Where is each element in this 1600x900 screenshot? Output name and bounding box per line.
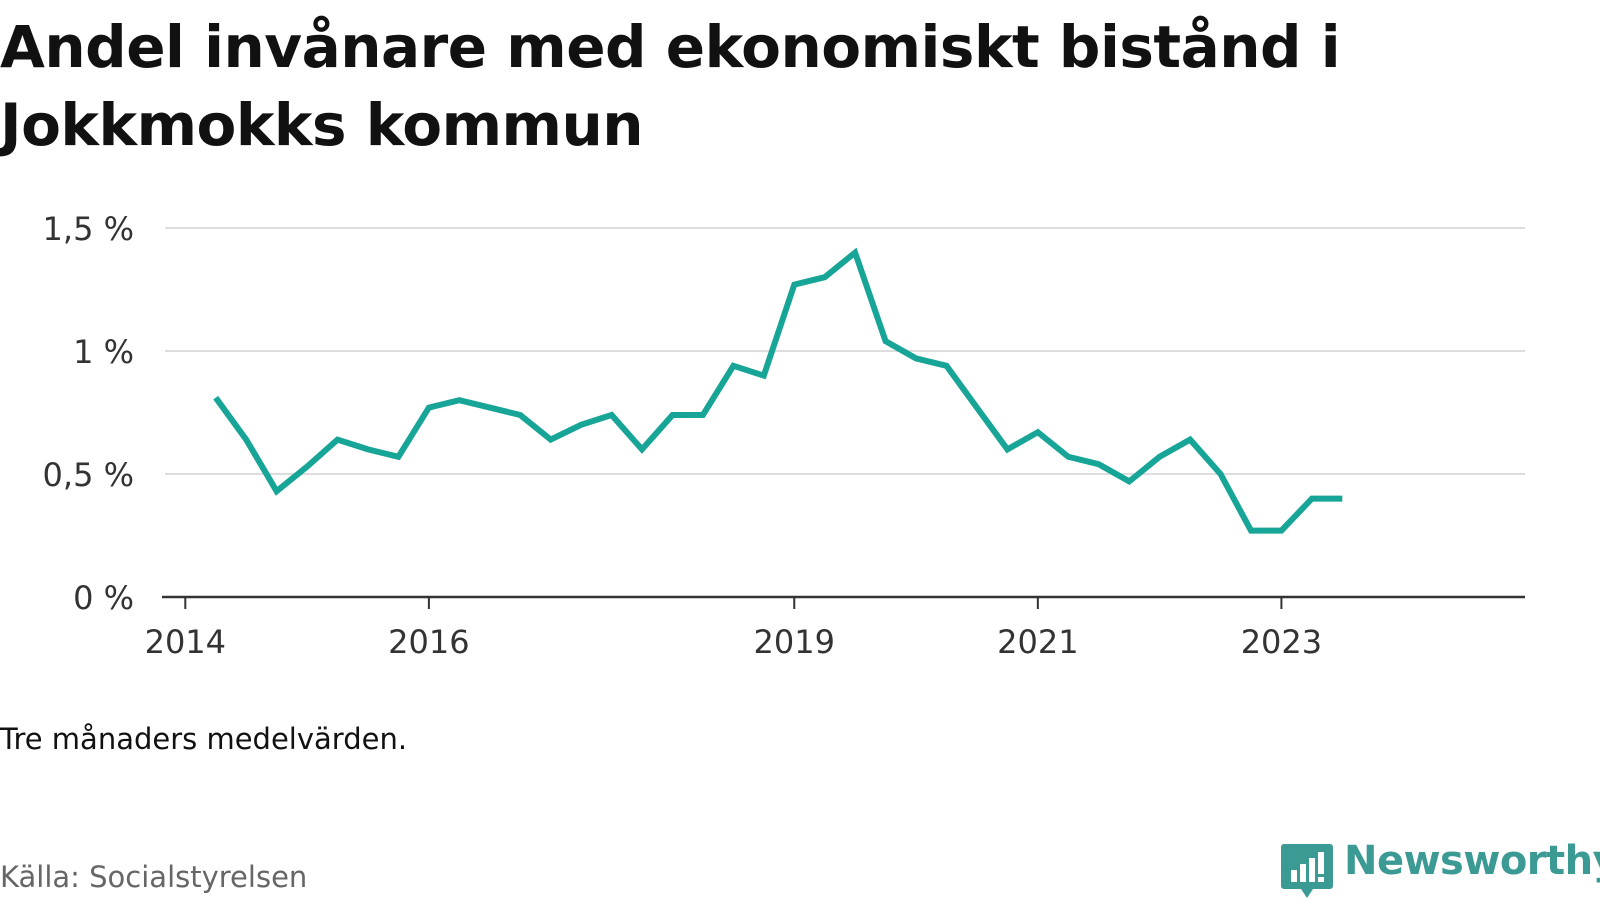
data-point [548, 437, 554, 443]
data-point [335, 437, 341, 443]
data-point [365, 446, 371, 452]
data-point [791, 282, 797, 288]
data-point [426, 405, 432, 411]
data-point [761, 373, 767, 379]
data-point [609, 412, 615, 418]
data-point [1218, 471, 1224, 477]
data-point [1096, 461, 1102, 467]
data-point [1065, 454, 1071, 460]
data-point [730, 363, 736, 369]
data-point [700, 412, 706, 418]
data-point [639, 446, 645, 452]
data-point [944, 363, 950, 369]
x-tick-label: 2023 [1241, 623, 1322, 661]
data-point [913, 355, 919, 361]
data-point [578, 422, 584, 428]
data-point [1309, 496, 1315, 502]
data-point [456, 397, 462, 403]
data-point [670, 412, 676, 418]
x-axis: 2014 2016 2019 2021 2023 [145, 595, 1525, 661]
data-point [1187, 437, 1193, 443]
y-axis-ticks: 0 % 0,5 % 1 % 1,5 % [43, 210, 134, 617]
data-point [852, 250, 858, 256]
data-point [304, 464, 310, 470]
x-tick-label: 2019 [754, 623, 835, 661]
data-point [1339, 496, 1345, 502]
chart-title: Andel invånare med ekonomiskt bistånd i … [0, 13, 1341, 159]
x-tick-label: 2016 [388, 623, 469, 661]
data-point [274, 488, 280, 494]
data-point [1004, 446, 1010, 452]
data-point [883, 338, 889, 344]
series-line [213, 247, 1343, 534]
data-point [517, 412, 523, 418]
source-credit: Källa: Socialstyrelsen [0, 860, 308, 894]
data-point [487, 405, 493, 411]
data-point [974, 405, 980, 411]
brand-name: Newsworthy [1344, 838, 1600, 884]
grid-lines [165, 227, 1525, 475]
y-tick-label: 1,5 % [43, 210, 134, 248]
data-point [1157, 454, 1163, 460]
data-point [822, 274, 828, 280]
x-tick-label: 2014 [145, 623, 226, 661]
x-tick-label: 2021 [997, 623, 1078, 661]
line-chart: 0 % 0,5 % 1 % 1,5 % 2014 2016 2019 2021 2023 [43, 210, 1525, 661]
y-tick-label: 0 % [73, 579, 134, 617]
series-layer [213, 247, 1345, 534]
data-point [1248, 528, 1254, 534]
data-point [1126, 478, 1132, 484]
newsworthy-logo-icon [1281, 844, 1333, 898]
data-point [243, 437, 249, 443]
y-tick-label: 1 % [73, 333, 134, 371]
data-point [1035, 429, 1041, 435]
brand-logo: Newsworthy [1280, 838, 1600, 900]
data-point [395, 454, 401, 460]
y-tick-label: 0,5 % [43, 456, 134, 494]
data-point [213, 395, 219, 401]
chart-note: Tre månaders medelvärden. [0, 722, 408, 756]
data-point [1278, 528, 1284, 534]
